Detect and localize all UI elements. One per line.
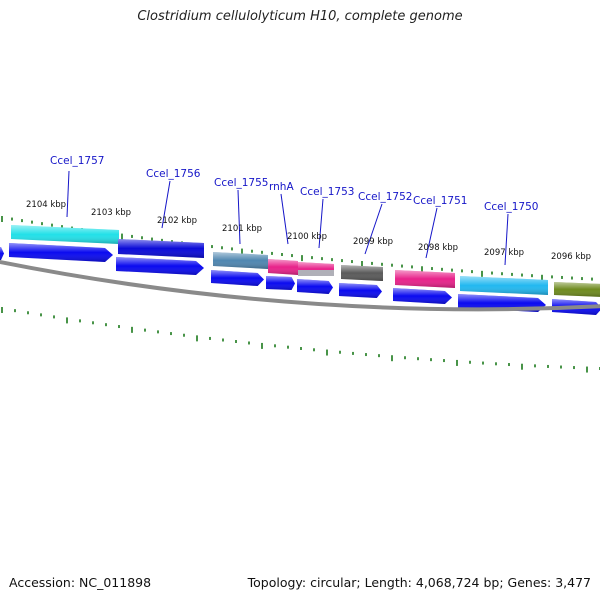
- gene-label: Ccel_1750: [484, 201, 538, 213]
- gene-feature-shade: [213, 252, 268, 269]
- position-label: 2100 kbp: [287, 232, 327, 242]
- position-label: 2096 kbp: [551, 252, 591, 262]
- gene-label: Ccel_1751: [413, 195, 467, 207]
- accession-text: Accession: NC_011898: [9, 575, 152, 590]
- gene-label: Ccel_1756: [146, 168, 201, 180]
- gene-leader-line: [161, 180, 171, 229]
- cds-arrow-shade: [266, 276, 295, 290]
- genome-summary-text: Topology: circular; Length: 4,068,724 bp…: [247, 575, 591, 590]
- position-label: 2102 kbp: [157, 216, 197, 226]
- cds-arrow-shade: [116, 257, 204, 275]
- gene-label: Ccel_1752: [358, 191, 412, 203]
- gene-feature-shade: [341, 265, 383, 281]
- map-title: Clostridium cellulolyticum H10, complete…: [137, 9, 463, 24]
- gene-feature-shade: [268, 259, 298, 275]
- position-label: 2104 kbp: [26, 200, 66, 210]
- gene-feature-block: [298, 270, 334, 276]
- gene-label: Ccel_1753: [300, 186, 354, 198]
- cds-arrow-track: [0, 243, 600, 315]
- cds-arrow-shade: [339, 283, 382, 298]
- label-leader-lines: [66, 170, 509, 266]
- gene-feature-shade: [118, 239, 204, 258]
- gene-feature-shade: [395, 270, 455, 288]
- cds-arrow-shade: [297, 279, 333, 294]
- position-label: 2103 kbp: [91, 208, 131, 218]
- gene-leader-line: [425, 207, 438, 259]
- gene-leader-line: [66, 170, 70, 218]
- gene-leader-line: [237, 189, 241, 245]
- gene-leader-line: [364, 203, 383, 255]
- cds-arrow-shade: [211, 270, 264, 286]
- gene-feature-shade: [460, 276, 548, 295]
- position-label: 2101 kbp: [222, 224, 262, 234]
- gene-labels: Ccel_1757 Ccel_1756 Ccel_1755 rnhA Ccel_1753…: [50, 155, 538, 213]
- gene-leader-line: [504, 213, 509, 266]
- cds-arrow-shade: [0, 247, 4, 260]
- position-label: 2099 kbp: [353, 237, 393, 247]
- cds-arrow-shade: [393, 288, 452, 304]
- genome-backbone: [0, 259, 600, 312]
- position-label: 2098 kbp: [418, 243, 458, 253]
- cds-arrow-shade: [9, 243, 113, 262]
- inner-tick-ring: [1, 307, 600, 373]
- gene-feature-shade: [11, 225, 119, 244]
- gene-feature-shade: [554, 282, 600, 297]
- gene-leader-line: [318, 198, 324, 249]
- gene-label: Ccel_1757: [50, 155, 104, 167]
- gene-feature-track: [11, 225, 600, 297]
- gene-leader-line: [280, 193, 289, 245]
- position-label: 2097 kbp: [484, 248, 524, 258]
- position-labels: 2104 kbp 2103 kbp 2102 kbp 2101 kbp 2100 kbp…: [26, 200, 591, 262]
- gene-label: Ccel_1755: [214, 177, 268, 189]
- gene-label: rnhA: [269, 181, 294, 193]
